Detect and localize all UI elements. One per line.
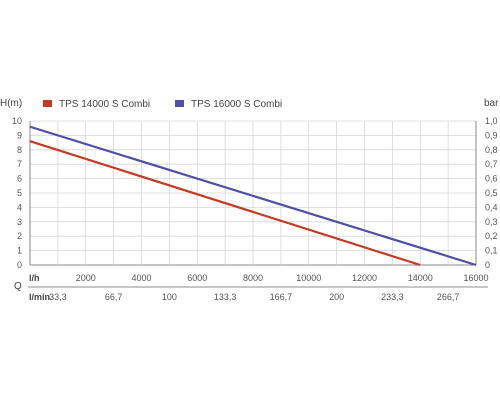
x-tick-label-lmin: 266,7 bbox=[437, 292, 460, 302]
left-tick-label: 3 bbox=[17, 217, 22, 227]
x-tick-label-lh: 12000 bbox=[352, 273, 377, 283]
left-tick-label: 10 bbox=[12, 116, 22, 126]
grid-lines bbox=[29, 120, 477, 266]
right-tick-label: 0,8 bbox=[485, 145, 498, 155]
series-line-tps-14000 bbox=[29, 140, 421, 267]
x-tick-label-lh: 16000 bbox=[463, 273, 488, 283]
x-tick-label-lh: 4000 bbox=[131, 273, 151, 283]
left-tick-label: 8 bbox=[17, 145, 22, 155]
x-tick-label-lh: 10000 bbox=[296, 273, 321, 283]
axes: 0 0 1 0,1 2 0,2 3 0,3 4 0,4 5 0,5 6 0,6 7 0,7 8 0,8 9 0,9 10… bbox=[12, 116, 498, 302]
legend-label-tps-16000: TPS 16000 S Combi bbox=[191, 99, 282, 110]
legend-label-tps-14000: TPS 14000 S Combi bbox=[59, 99, 150, 110]
left-tick-label: 9 bbox=[17, 130, 22, 140]
x-unit-lh: l/h bbox=[29, 273, 40, 283]
x-tick-label-lmin: 33,3 bbox=[49, 292, 67, 302]
legend-swatch-tps-14000 bbox=[43, 100, 52, 107]
right-tick-label: 0,4 bbox=[485, 202, 498, 212]
right-tick-label: 1,0 bbox=[485, 116, 498, 126]
right-tick-label: 0,7 bbox=[485, 159, 498, 169]
x-tick-label-lh: 14000 bbox=[408, 273, 433, 283]
right-tick-label: 0,2 bbox=[485, 231, 498, 241]
right-tick-label: 0,6 bbox=[485, 174, 498, 184]
legend: TPS 14000 S Combi TPS 16000 S Combi bbox=[43, 99, 282, 110]
right-tick-label: 0,3 bbox=[485, 217, 498, 227]
right-tick-label: 0 bbox=[485, 260, 490, 270]
x-tick-label-lmin: 200 bbox=[329, 292, 344, 302]
series-lines bbox=[29, 125, 477, 267]
x-axis-label: Q bbox=[14, 281, 22, 292]
right-tick-label: 0,9 bbox=[485, 130, 498, 140]
right-axis-label: bar bbox=[484, 98, 499, 109]
legend-swatch-tps-16000 bbox=[175, 100, 184, 107]
left-tick-label: 5 bbox=[17, 188, 22, 198]
left-tick-label: 2 bbox=[17, 231, 22, 241]
x-tick-label-lmin: 100 bbox=[162, 292, 177, 302]
right-tick-label: 0,5 bbox=[485, 188, 498, 198]
left-tick-label: 7 bbox=[17, 159, 22, 169]
left-tick-label: 6 bbox=[17, 174, 22, 184]
left-tick-label: 4 bbox=[17, 202, 22, 212]
series-line-tps-16000 bbox=[29, 125, 477, 267]
x-tick-label-lmin: 233,3 bbox=[381, 292, 404, 302]
x-tick-label-lmin: 166,7 bbox=[270, 292, 293, 302]
left-tick-label: 1 bbox=[17, 246, 22, 256]
x-tick-label-lmin: 133,3 bbox=[214, 292, 237, 302]
right-tick-label: 0,1 bbox=[485, 246, 498, 256]
x-tick-label-lh: 8000 bbox=[243, 273, 263, 283]
left-axis-label: H(m) bbox=[0, 98, 22, 109]
x-tick-label-lh: 2000 bbox=[76, 273, 96, 283]
left-tick-label: 0 bbox=[17, 260, 22, 270]
x-tick-label-lmin: 66,7 bbox=[105, 292, 123, 302]
x-tick-label-lh: 6000 bbox=[187, 273, 207, 283]
x-unit-lmin: l/min bbox=[29, 292, 50, 302]
